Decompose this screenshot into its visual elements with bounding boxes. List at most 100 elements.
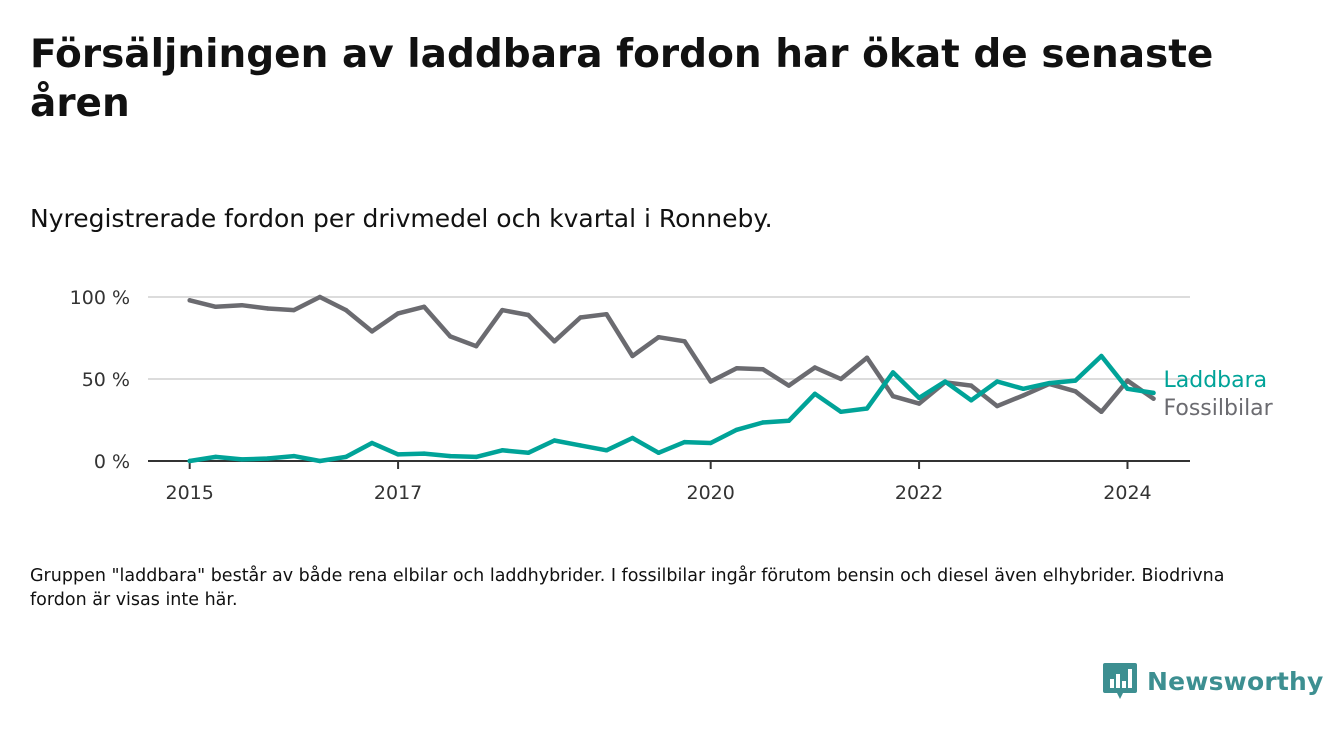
- data-point: [760, 420, 765, 425]
- data-point: [265, 456, 270, 461]
- data-point: [864, 355, 870, 360]
- data-point: [812, 391, 818, 396]
- data-point: [1021, 393, 1026, 398]
- data-point: [630, 435, 635, 441]
- data-point: [1099, 353, 1104, 359]
- y-tick-label: 0 %: [94, 451, 130, 473]
- data-point: [552, 339, 557, 344]
- data-point: [1151, 390, 1156, 396]
- y-tick-label: 50 %: [82, 369, 130, 391]
- data-point: [890, 370, 896, 375]
- data-point: [734, 427, 739, 432]
- data-point: [448, 453, 453, 459]
- data-point: [187, 458, 192, 464]
- data-point: [708, 440, 713, 446]
- data-point: [734, 366, 739, 371]
- data-point: [995, 379, 1000, 384]
- data-point: [239, 303, 244, 308]
- x-tick-label: 2022: [895, 482, 943, 504]
- data-point: [1073, 389, 1078, 394]
- data-point: [1099, 409, 1104, 414]
- series-lines: [187, 294, 1156, 464]
- data-point: [317, 458, 323, 464]
- data-point: [890, 394, 896, 399]
- data-point: [786, 418, 791, 423]
- data-point: [369, 440, 375, 446]
- data-point: [526, 450, 531, 455]
- data-point: [916, 401, 922, 406]
- y-axis-labels: 0 % 50 % 100 %: [70, 287, 130, 473]
- data-point: [656, 450, 661, 455]
- chart-footnote: Gruppen "laddbara" består av både rena e…: [30, 566, 1225, 610]
- newsworthy-logo-icon: [1103, 663, 1137, 699]
- data-point: [1073, 378, 1078, 383]
- data-point: [604, 312, 609, 317]
- data-point: [474, 344, 479, 349]
- data-point: [239, 457, 244, 462]
- chart-subtitle: Nyregistrerade fordon per drivmedel och …: [30, 204, 773, 233]
- series-label-laddbara: Laddbara: [1164, 368, 1268, 393]
- data-point: [630, 353, 635, 359]
- data-point: [343, 454, 349, 460]
- data-point: [578, 443, 583, 448]
- data-point: [838, 376, 844, 382]
- data-point: [291, 453, 297, 459]
- data-point: [1021, 386, 1026, 391]
- data-point: [969, 398, 974, 403]
- data-point: [526, 312, 531, 318]
- line-chart: 0 % 50 % 100 % 2015 2017 2020 2022 2024 Laddba…: [70, 287, 1274, 504]
- x-tick-label: 2015: [166, 482, 214, 504]
- data-point: [969, 383, 974, 388]
- data-point: [1151, 396, 1156, 401]
- data-point: [291, 307, 297, 313]
- data-point: [187, 298, 192, 303]
- data-point: [578, 315, 583, 320]
- x-tick-label: 2024: [1103, 482, 1151, 504]
- data-point: [812, 365, 818, 370]
- chart-title: Försäljningen av laddbara fordon har öka…: [30, 32, 1214, 126]
- x-tick-label: 2017: [374, 482, 422, 504]
- data-point: [760, 367, 765, 372]
- data-point: [369, 329, 375, 334]
- data-point: [864, 406, 870, 411]
- y-tick-label: 100 %: [70, 287, 130, 309]
- data-point: [1047, 380, 1052, 386]
- data-point: [343, 307, 349, 313]
- data-point: [395, 452, 401, 457]
- data-point: [500, 307, 505, 313]
- data-point: [448, 334, 453, 339]
- data-point: [995, 403, 1000, 409]
- data-point: [395, 311, 401, 316]
- series-end-labels: Laddbara Fossilbilar: [1164, 368, 1274, 421]
- data-point: [421, 304, 427, 309]
- data-point: [838, 409, 844, 414]
- data-point: [708, 379, 713, 384]
- data-point: [500, 448, 505, 453]
- data-point: [604, 448, 609, 453]
- data-point: [474, 454, 479, 460]
- brand-name: Newsworthy: [1147, 666, 1324, 696]
- series-label-fossilbilar: Fossilbilar: [1164, 396, 1274, 421]
- data-point: [656, 335, 661, 340]
- data-point: [942, 379, 948, 384]
- data-point: [421, 451, 427, 456]
- brand-logo[interactable]: Newsworthy: [1102, 660, 1324, 702]
- data-point: [786, 383, 791, 388]
- series-fossilbilar: [187, 294, 1156, 415]
- x-tick-label: 2020: [687, 482, 735, 504]
- x-axis-labels: 2015 2017 2020 2022 2024: [166, 482, 1152, 504]
- series-laddbara: [187, 353, 1156, 464]
- data-point: [265, 306, 270, 311]
- data-point: [1125, 378, 1130, 383]
- data-point: [682, 439, 687, 445]
- series-line-laddbara: [187, 353, 1156, 464]
- data-point: [317, 294, 323, 300]
- x-axis: [148, 460, 1190, 469]
- series-line-fossilbilar: [187, 294, 1156, 415]
- data-point: [1125, 386, 1130, 391]
- data-point: [682, 339, 687, 344]
- data-point: [552, 438, 557, 443]
- data-point: [213, 454, 218, 460]
- data-point: [213, 304, 218, 309]
- data-point: [916, 395, 922, 401]
